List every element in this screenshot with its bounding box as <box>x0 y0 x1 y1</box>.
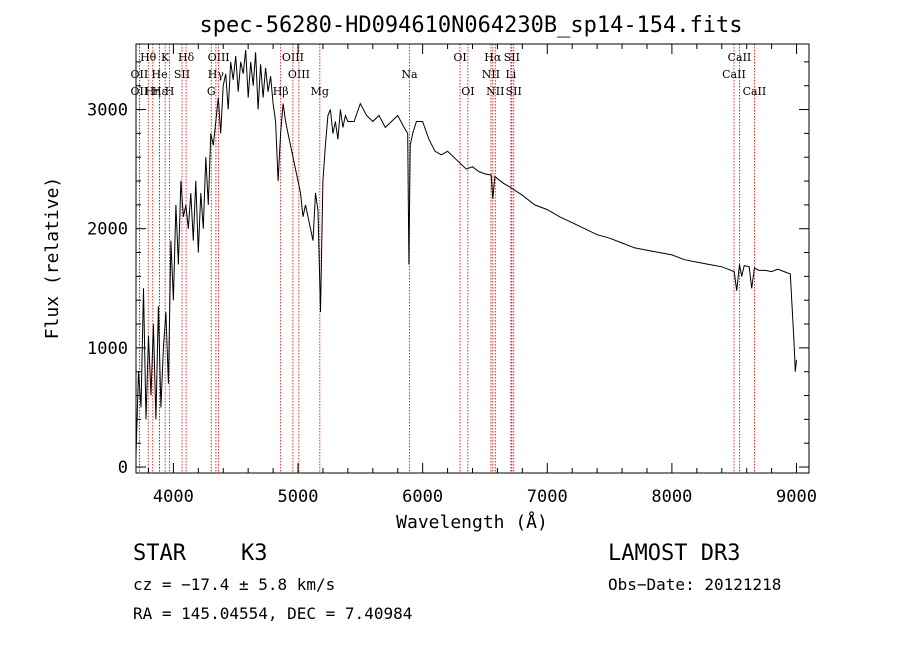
redshift-text: cz = −17.4 ± 5.8 km/s <box>133 575 335 594</box>
survey-name: LAMOST DR3 <box>608 541 740 566</box>
y-axis-ticks: 0 1000 2000 3000 <box>87 61 809 478</box>
line-label: Hθ <box>140 51 157 64</box>
line-label: Hα <box>484 51 502 64</box>
line-label: Hδ <box>178 51 195 64</box>
plot-frame <box>135 43 810 474</box>
line-label: OIII <box>208 51 230 64</box>
line-label: Hε <box>152 85 168 98</box>
x-tick-label: 6000 <box>402 487 443 507</box>
line-label: G <box>207 85 216 98</box>
line-label: H <box>165 85 175 98</box>
line-label: OII <box>131 68 149 81</box>
x-tick-label: 7000 <box>527 487 568 507</box>
x-tick-label: 8000 <box>651 487 692 507</box>
emission-line-labels: Hθ OII OII Hε He K SII Hη H Hδ OIII Hγ G OIII OIII Hβ Mg… <box>131 51 767 98</box>
object-class: STAR <box>133 541 187 566</box>
line-label: OIII <box>282 51 304 64</box>
line-label: NII <box>486 85 504 98</box>
line-label: Mg <box>311 85 329 98</box>
line-label: Na <box>401 68 418 81</box>
line-label: SII <box>506 85 522 98</box>
line-label: Hη <box>145 85 161 98</box>
line-label: Hβ <box>273 85 289 98</box>
line-label: SII <box>504 51 520 64</box>
y-axis-label: Flux (relative) <box>42 177 63 340</box>
line-label: CaII <box>722 68 746 81</box>
y-tick-label: 1000 <box>87 339 128 359</box>
line-label: OII <box>131 85 149 98</box>
emission-line-markers <box>138 44 755 473</box>
line-label: Hγ <box>208 68 225 81</box>
line-label: Li <box>505 68 516 81</box>
line-label: He <box>152 68 168 81</box>
observation-date: Obs−Date: 20121218 <box>608 575 781 594</box>
chart-title: spec-56280-HD094610N064230B_sp14-154.fit… <box>199 13 742 38</box>
x-axis-label: Wavelength (Å) <box>396 511 548 533</box>
object-subclass: K3 <box>241 541 268 566</box>
y-tick-label: 0 <box>118 458 128 478</box>
line-label: CaII <box>728 51 752 64</box>
x-axis-ticks: 4000 5000 6000 7000 8000 9000 <box>147 44 817 507</box>
y-tick-label: 3000 <box>87 101 128 121</box>
line-label: SII <box>174 68 190 81</box>
coordinates-text: RA = 145.04554, DEC = 7.40984 <box>133 604 412 623</box>
line-label: OIII <box>288 68 310 81</box>
x-tick-label: 4000 <box>153 487 194 507</box>
line-label: K <box>161 51 170 64</box>
spectrum-line <box>135 49 797 456</box>
line-label: CaII <box>743 85 767 98</box>
line-label: NII <box>482 68 500 81</box>
line-label: OI <box>461 85 474 98</box>
y-tick-label: 2000 <box>87 220 128 240</box>
x-tick-label: 9000 <box>776 487 817 507</box>
line-label: OI <box>453 51 466 64</box>
x-tick-label: 5000 <box>278 487 319 507</box>
